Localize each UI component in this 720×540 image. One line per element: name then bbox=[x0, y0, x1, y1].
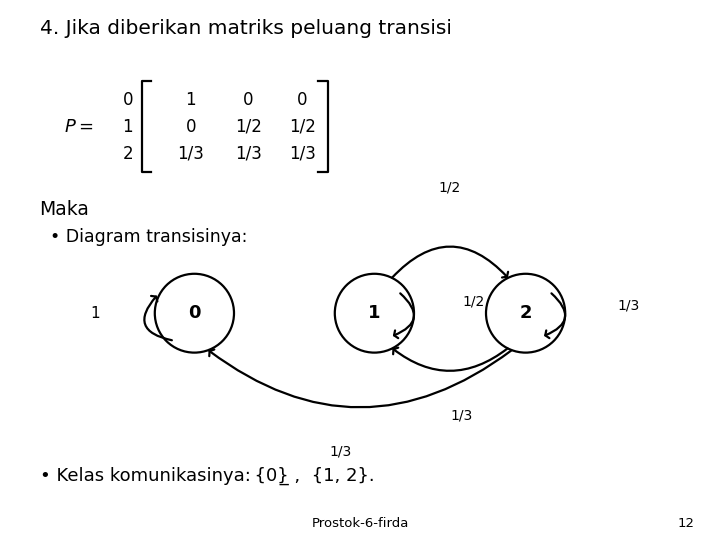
Text: 1/3: 1/3 bbox=[618, 298, 639, 312]
Text: 1/3: 1/3 bbox=[177, 145, 204, 163]
Text: 1/2: 1/2 bbox=[289, 118, 316, 136]
Text: 1: 1 bbox=[186, 91, 196, 109]
Text: 12: 12 bbox=[678, 517, 695, 530]
Text: 2: 2 bbox=[519, 304, 532, 322]
Text: • Kelas komunikasinya: {0}̲ ,  {1, 2}.: • Kelas komunikasinya: {0}̲ , {1, 2}. bbox=[40, 467, 374, 485]
Text: • Diagram transisinya:: • Diagram transisinya: bbox=[50, 228, 248, 246]
Text: 0: 0 bbox=[122, 91, 133, 109]
Text: 1: 1 bbox=[91, 306, 100, 321]
Text: 1: 1 bbox=[122, 118, 133, 136]
Text: 0: 0 bbox=[297, 91, 307, 109]
Text: 1/3: 1/3 bbox=[329, 444, 351, 458]
Text: 1: 1 bbox=[368, 304, 381, 322]
Text: 1/2: 1/2 bbox=[462, 294, 485, 308]
Text: 0: 0 bbox=[243, 91, 253, 109]
Text: 1/3: 1/3 bbox=[451, 409, 473, 423]
Text: $P=$: $P=$ bbox=[64, 118, 94, 136]
Text: 1/2: 1/2 bbox=[439, 180, 461, 194]
Text: Maka: Maka bbox=[40, 200, 89, 219]
Text: 2: 2 bbox=[122, 145, 133, 163]
Text: Prostok-6-firda: Prostok-6-firda bbox=[311, 517, 409, 530]
Text: 1/3: 1/3 bbox=[235, 145, 262, 163]
Text: 4. Jika diberikan matriks peluang transisi: 4. Jika diberikan matriks peluang transi… bbox=[40, 19, 451, 38]
Text: 0: 0 bbox=[186, 118, 196, 136]
Text: 0: 0 bbox=[188, 304, 201, 322]
Text: 1/3: 1/3 bbox=[289, 145, 316, 163]
Text: 1/2: 1/2 bbox=[235, 118, 262, 136]
